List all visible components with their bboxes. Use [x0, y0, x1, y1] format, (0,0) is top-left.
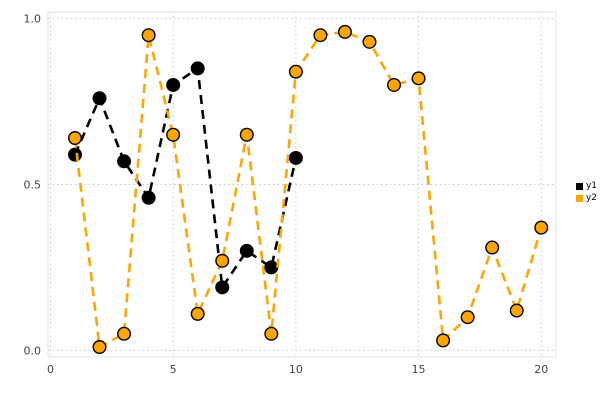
- chart-legend: y1 y2: [575, 181, 597, 203]
- svg-text:10: 10: [289, 363, 303, 376]
- svg-text:0: 0: [47, 363, 54, 376]
- legend-swatch-y2-icon: [575, 194, 583, 202]
- legend-label-y1: y1: [585, 181, 597, 191]
- legend-swatch-y1-icon: [575, 182, 583, 190]
- legend-item-y2: y2: [575, 193, 597, 203]
- legend-label-y2: y2: [585, 193, 597, 203]
- svg-text:15: 15: [412, 363, 426, 376]
- svg-text:5: 5: [170, 363, 177, 376]
- svg-text:20: 20: [534, 363, 548, 376]
- svg-text:0.5: 0.5: [24, 179, 42, 192]
- svg-text:1.0: 1.0: [24, 13, 42, 26]
- legend-item-y1: y1: [575, 181, 597, 191]
- svg-text:0.0: 0.0: [24, 344, 42, 357]
